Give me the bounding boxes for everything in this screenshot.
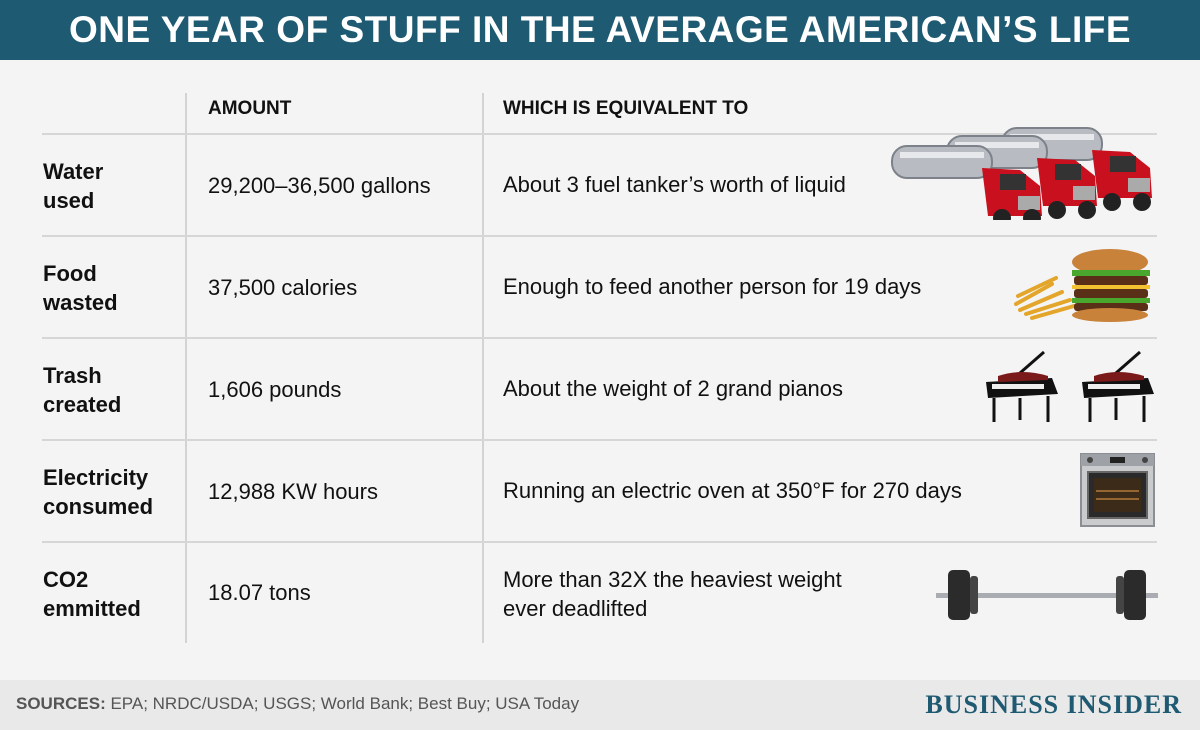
footer: SOURCES: EPA; NRDC/USDA; USGS; World Ban… xyxy=(0,680,1200,730)
row-equivalent: Running an electric oven at 350°F for 27… xyxy=(503,476,962,505)
row-label: Electricity consumed xyxy=(43,463,153,521)
row-amount: 18.07 tons xyxy=(208,580,311,605)
row-equivalent: About the weight of 2 grand pianos xyxy=(503,374,843,403)
page-title: ONE YEAR OF STUFF IN THE AVERAGE AMERICA… xyxy=(0,0,1200,60)
row-equivalent-line: Running an electric oven at 350°F for 27… xyxy=(503,478,962,503)
barbell-icon xyxy=(936,570,1158,620)
row-label-line: emmitted xyxy=(43,596,141,621)
row-divider xyxy=(42,439,1157,441)
row-divider xyxy=(42,541,1157,543)
row-equivalent-line: More than 32X the heaviest weight xyxy=(503,567,842,592)
header-amount: AMOUNT xyxy=(208,98,292,119)
row-label-line: created xyxy=(43,392,122,417)
row-amount: 1,606 pounds xyxy=(208,377,342,402)
row-label-line: Trash xyxy=(43,363,102,388)
row-label-line: Food xyxy=(43,261,97,286)
row-label: Water used xyxy=(43,157,103,215)
sources-list: EPA; NRDC/USDA; USGS; World Bank; Best B… xyxy=(105,694,580,713)
row-label-line: Water xyxy=(43,159,104,184)
grand-pianos-icon xyxy=(986,350,1154,422)
row-divider xyxy=(42,133,1157,135)
row-equivalent-line: Enough to feed another person for 19 day… xyxy=(503,274,922,299)
row-equivalent: Enough to feed another person for 19 day… xyxy=(503,272,921,301)
row-equivalent: More than 32X the heaviest weight ever d… xyxy=(503,565,842,623)
row-label: Trash created xyxy=(43,361,121,419)
row-label: CO2 emmitted xyxy=(43,565,141,623)
column-divider-1 xyxy=(185,93,187,643)
row-label-line: Electricity xyxy=(43,465,149,490)
row-equivalent-line: ever deadlifted xyxy=(503,596,648,621)
brand-logo: BUSINESS INSIDER xyxy=(925,690,1182,719)
row-label: Food wasted xyxy=(43,259,118,317)
fuel-tanker-trucks-icon xyxy=(891,127,1152,220)
row-amount: 29,200–36,500 gallons xyxy=(208,173,431,198)
header-equivalent: WHICH IS EQUIVALENT TO xyxy=(503,98,749,119)
row-amount: 37,500 calories xyxy=(208,275,358,300)
column-divider-2 xyxy=(482,93,484,643)
row-divider xyxy=(42,235,1157,237)
row-equivalent-line: About the weight of 2 grand pianos xyxy=(503,376,844,401)
electric-oven-icon xyxy=(1080,453,1155,527)
row-equivalent-line: About 3 fuel tanker’s worth of liquid xyxy=(503,172,846,197)
sources-text: SOURCES: EPA; NRDC/USDA; USGS; World Ban… xyxy=(16,694,579,714)
burger-and-fries-icon xyxy=(1014,249,1150,322)
row-label-line: wasted xyxy=(43,290,118,315)
row-equivalent: About 3 fuel tanker’s worth of liquid xyxy=(503,170,846,199)
row-divider xyxy=(42,337,1157,339)
sources-label: SOURCES: xyxy=(16,694,106,713)
row-label-line: consumed xyxy=(43,494,154,519)
row-amount: 12,988 KW hours xyxy=(208,479,378,504)
comparison-table: AMOUNT WHICH IS EQUIVALENT TO Water used… xyxy=(0,60,1200,680)
row-label-line: CO2 xyxy=(43,567,89,592)
row-label-line: used xyxy=(43,188,95,213)
